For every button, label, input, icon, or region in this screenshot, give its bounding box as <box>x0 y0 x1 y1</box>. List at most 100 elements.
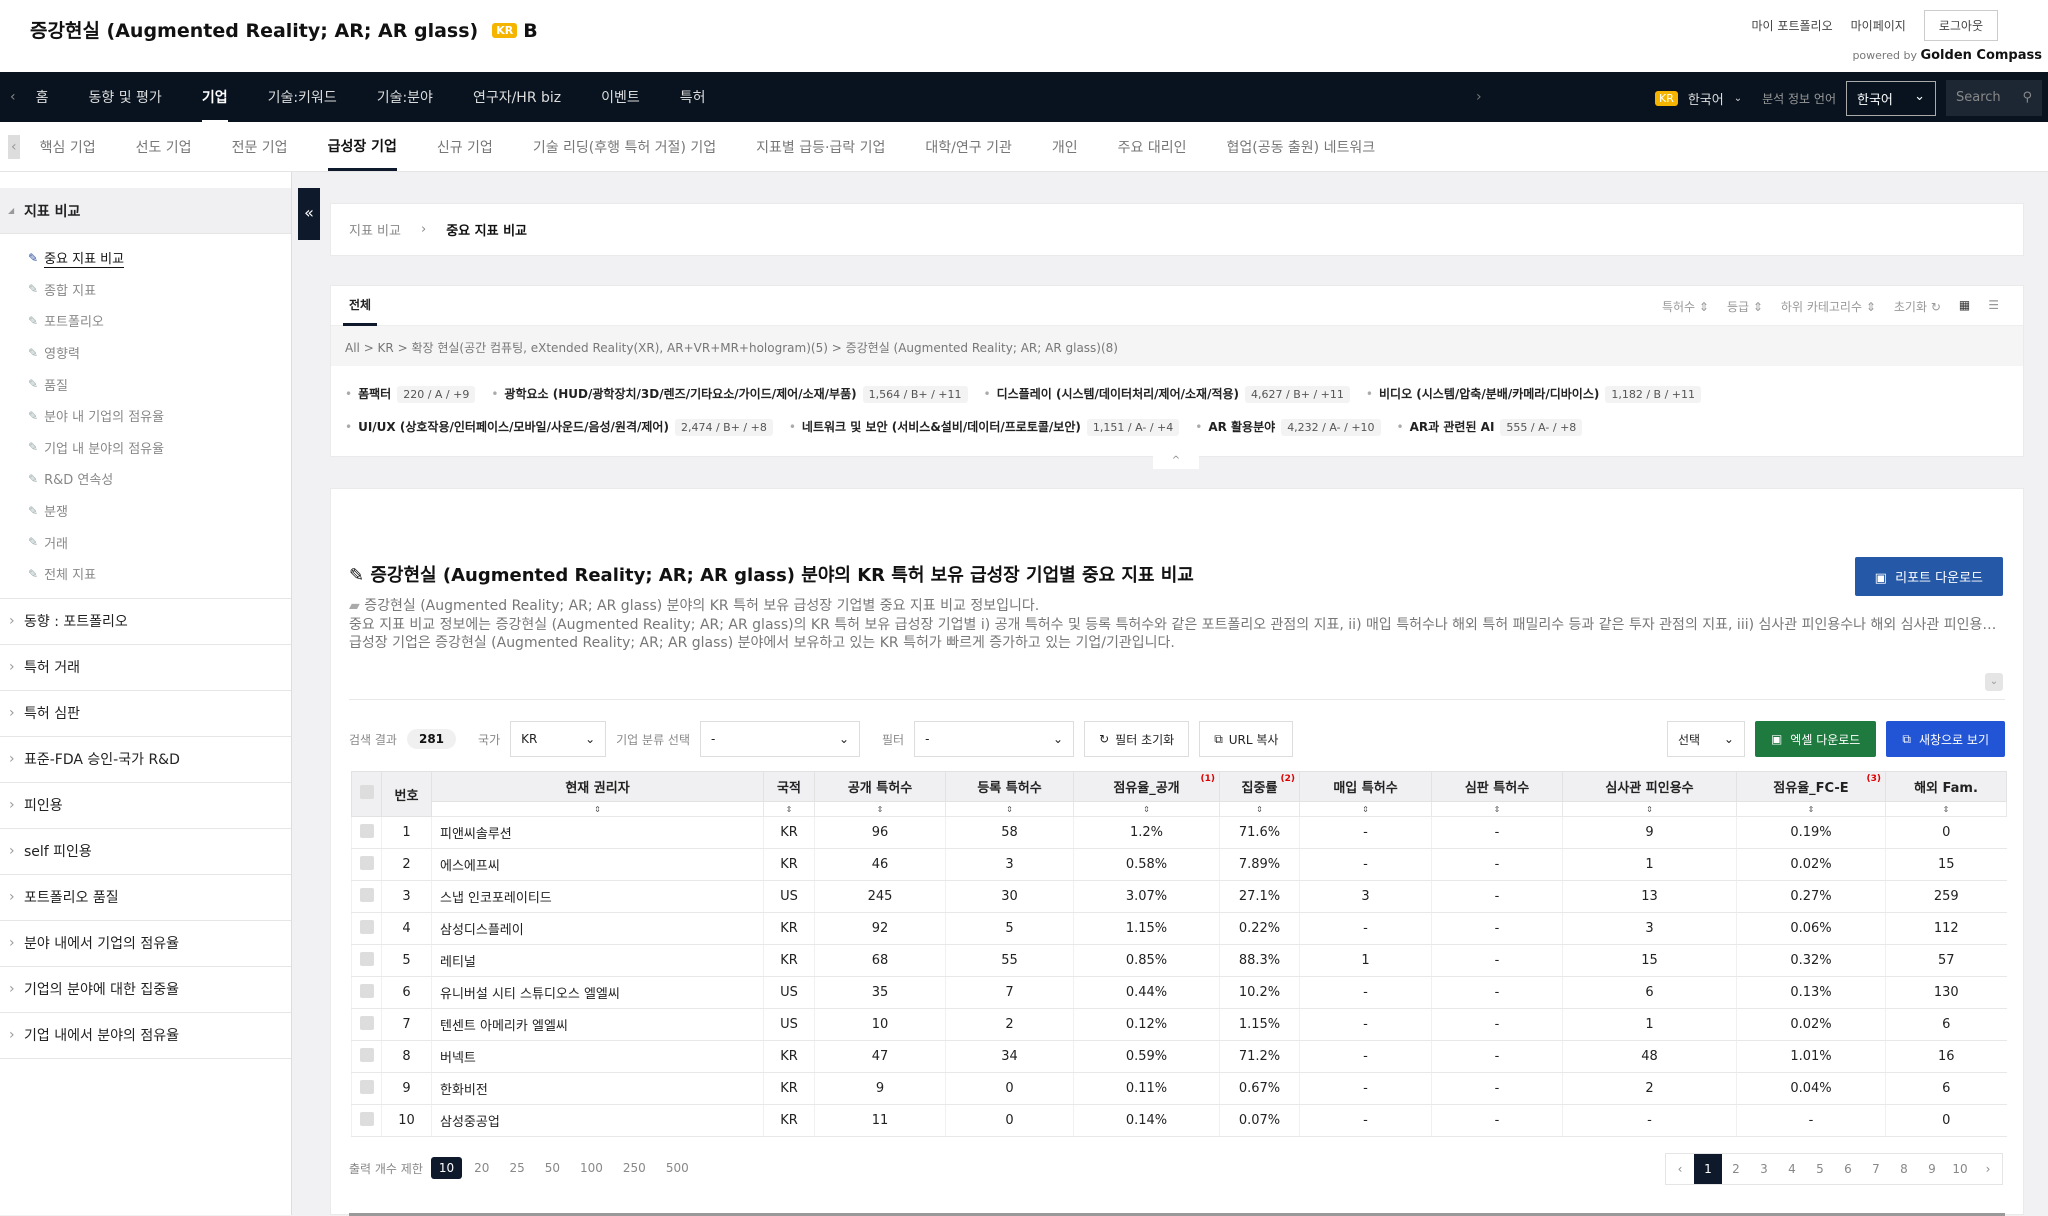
url-copy-button[interactable]: ⧉ URL 복사 <box>1199 721 1294 757</box>
list-view-icon[interactable]: ☰ <box>1988 298 1999 312</box>
row-checkbox[interactable] <box>351 848 382 881</box>
row-checkbox[interactable] <box>351 880 382 913</box>
subnav-tab[interactable]: 지표별 급등·급락 기업 <box>756 139 886 156</box>
table-row[interactable]: 1 피앤씨솔루션 KR 96 58 1.2% 71.6% - -9 0.19% 0 <box>351 816 2007 849</box>
table-row[interactable]: 10 삼성중공업 KR 11 0 0.14% 0.07% - - - -0 <box>351 1104 2007 1137</box>
category-chip[interactable]: 폼팩터 220 / A / +9 <box>345 378 476 411</box>
page-button[interactable]: 6 <box>1844 1162 1852 1176</box>
table-row[interactable]: 5 레티널 KR 68 55 0.85% 88.3% 1-15 0.32% 57 <box>351 944 2007 977</box>
sidebar-item[interactable]: ✎ 분야 내 기업의 점유율 <box>0 400 291 432</box>
column-header[interactable]: 현재 권리자 <box>431 771 764 802</box>
column-header[interactable]: 해외 Fam. <box>1885 771 2007 802</box>
category-chip[interactable]: 디스플레이 (시스템/데이터처리/제어/소재/적용) 4,627 / B+ / +… <box>984 378 1350 411</box>
table-cell[interactable]: 유니버설 시티 스튜디오스 엘엘씨 <box>431 976 764 1009</box>
category-chip[interactable]: UI/UX (상호작용/인터페이스/모바일/사운드/음성/원격/제어) 2,474… <box>345 411 773 444</box>
nav-next-icon[interactable]: › <box>1476 89 1482 105</box>
table-cell[interactable]: 에스에프씨 <box>431 848 764 881</box>
tab-all[interactable]: 전체 <box>343 286 378 326</box>
collapse-sidebar-button[interactable]: « <box>298 188 320 240</box>
column-header[interactable]: 집중률 (2) <box>1219 771 1300 802</box>
prev-page-icon[interactable]: ‹ <box>1677 1162 1683 1176</box>
table-row[interactable]: 7 텐센트 아메리카 엘엘씨 US 10 2 0.12% 1.15% - -1 0.02% 6 <box>351 1008 2007 1041</box>
table-row[interactable]: 8 버넥트 KR 47 34 0.59% 71.2% - -48 1.01% 16 <box>351 1040 2007 1073</box>
my-portfolio-link[interactable]: 마이 포트폴리오 <box>1751 19 1833 33</box>
sort-patents[interactable]: 특허수 ⇕ <box>1661 300 1709 314</box>
row-checkbox[interactable] <box>351 816 382 849</box>
sort-grade[interactable]: 등급 ⇕ <box>1726 300 1763 314</box>
table-row[interactable]: 6 유니버설 시티 스튜디오스 엘엘씨 US 35 7 0.44% 10.2% - -6 0.13… <box>351 976 2007 1009</box>
page-size-option[interactable]: 25 <box>509 1161 525 1175</box>
subnav-tab[interactable]: 기술 리딩(후행 특허 거절) 기업 <box>532 139 717 156</box>
category-chip[interactable]: AR 활용분야 4,232 / A- / +10 <box>1195 411 1381 444</box>
sidebar-item[interactable]: ✎ 종합 지표 <box>0 274 291 306</box>
nav-item[interactable]: 기술:분야 <box>376 90 433 106</box>
sort-icon[interactable]: ⇕ <box>1562 801 1737 817</box>
category-chip[interactable]: AR과 관련된 AI 555 / A- / +8 <box>1397 411 1583 444</box>
page-button[interactable]: 7 <box>1872 1162 1880 1176</box>
page-size-option[interactable]: 50 <box>544 1161 560 1175</box>
column-header[interactable]: 번호 <box>381 771 432 817</box>
page-button[interactable]: 4 <box>1788 1162 1796 1176</box>
sort-icon[interactable]: ⇕ <box>1431 801 1563 817</box>
row-checkbox[interactable] <box>351 944 382 977</box>
page-size-option[interactable]: 500 <box>665 1161 689 1175</box>
table-row[interactable]: 4 삼성디스플레이 KR 92 5 1.15% 0.22% - -3 0.06% 112 <box>351 912 2007 945</box>
sidebar-group[interactable]: 기업의 분야에 대한 집중율 <box>0 967 291 1013</box>
sort-icon[interactable]: ⇕ <box>1299 801 1432 817</box>
sidebar-group[interactable]: 분야 내에서 기업의 점유율 <box>0 921 291 967</box>
nav-item[interactable]: 특허 <box>679 90 706 106</box>
subnav-prev-icon[interactable]: ‹ <box>8 134 20 159</box>
sidebar-group[interactable]: 표준-FDA 승인-국가 R&D <box>0 737 291 783</box>
subnav-tab[interactable]: 핵심 기업 <box>39 139 96 156</box>
nav-item[interactable]: 이벤트 <box>601 90 640 106</box>
sidebar-item[interactable]: ✎ 전체 지표 <box>0 558 291 590</box>
sidebar-item[interactable]: ✎ 분쟁 <box>0 495 291 527</box>
table-row[interactable]: 2 에스에프씨 KR 46 3 0.58% 7.89% - -1 0.02% 15 <box>351 848 2007 881</box>
row-checkbox[interactable] <box>351 1008 382 1041</box>
reset-sort[interactable]: 초기화 ↻ <box>1893 300 1941 314</box>
select-dropdown[interactable]: 선택 ⌄ <box>1666 721 1745 757</box>
subnav-tab[interactable]: 협업(공동 출원) 네트워크 <box>1226 139 1376 156</box>
filter-reset-button[interactable]: ↻ 필터 초기화 <box>1084 721 1190 757</box>
sidebar-item[interactable]: ✎ 품질 <box>0 368 291 400</box>
row-checkbox[interactable] <box>351 1072 382 1105</box>
nav-item[interactable]: 연구자/HR biz <box>472 90 562 106</box>
page-button[interactable]: 10 <box>1952 1162 1968 1176</box>
subnav-tab[interactable]: 신규 기업 <box>436 139 493 156</box>
page-button[interactable]: 5 <box>1816 1162 1824 1176</box>
table-cell[interactable]: 텐센트 아메리카 엘엘씨 <box>431 1008 764 1041</box>
page-button[interactable]: 3 <box>1760 1162 1768 1176</box>
sidebar-group[interactable]: 동향 : 포트폴리오 <box>0 599 291 645</box>
sort-icon[interactable]: ⇕ <box>763 801 815 817</box>
category-chip[interactable]: 비디오 (시스템/압축/분배/카메라/디바이스) 1,182 / B / +11 <box>1366 378 1701 411</box>
table-cell[interactable]: 한화비전 <box>431 1072 764 1105</box>
column-header[interactable]: 점유율_FC-E (3) <box>1736 771 1886 802</box>
sidebar-item[interactable]: ✎ 중요 지표 비교 <box>0 242 291 274</box>
sort-icon[interactable]: ⇕ <box>1219 801 1300 817</box>
breadcrumb-item[interactable]: 지표 비교 <box>349 224 401 239</box>
logout-button[interactable]: 로그아웃 <box>1923 10 1998 41</box>
subnav-tab[interactable]: 선도 기업 <box>135 139 192 156</box>
column-header[interactable]: 심판 특허수 <box>1431 771 1563 802</box>
column-header[interactable]: 국적 <box>763 771 815 802</box>
sort-subcategories[interactable]: 하위 카테고리수 ⇕ <box>1780 300 1876 314</box>
column-header[interactable]: 공개 특허수 <box>814 771 946 802</box>
subnav-tab[interactable]: 주요 대리인 <box>1117 139 1187 156</box>
sidebar-group[interactable]: 특허 심판 <box>0 691 291 737</box>
select-all-checkbox[interactable] <box>351 771 382 817</box>
report-download-button[interactable]: ▣ 리포트 다운로드 <box>1854 557 2003 596</box>
row-checkbox[interactable] <box>351 976 382 1009</box>
mypage-link[interactable]: 마이페이지 <box>1850 19 1906 33</box>
search-input[interactable]: Search ⚲ <box>1946 80 2042 116</box>
table-cell[interactable]: 스냅 인코포레이티드 <box>431 880 764 913</box>
subnav-tab[interactable]: 전문 기업 <box>231 139 288 156</box>
table-cell[interactable]: 레티널 <box>431 944 764 977</box>
category-chip[interactable]: 광학요소 (HUD/광학장치/3D/렌즈/기타요소/가이드/제어/소재/부품) 1… <box>491 378 968 411</box>
table-row[interactable]: 9 한화비전 KR 9 0 0.11% 0.67% - -2 0.04% 6 <box>351 1072 2007 1105</box>
expand-description-icon[interactable]: ⌄ <box>1985 673 2003 691</box>
sidebar-item[interactable]: ✎ 포트폴리오 <box>0 305 291 337</box>
row-checkbox[interactable] <box>351 1104 382 1137</box>
sort-icon[interactable]: ⇕ <box>1073 801 1220 817</box>
table-cell[interactable]: 삼성디스플레이 <box>431 912 764 945</box>
column-header[interactable]: 매입 특허수 <box>1299 771 1432 802</box>
